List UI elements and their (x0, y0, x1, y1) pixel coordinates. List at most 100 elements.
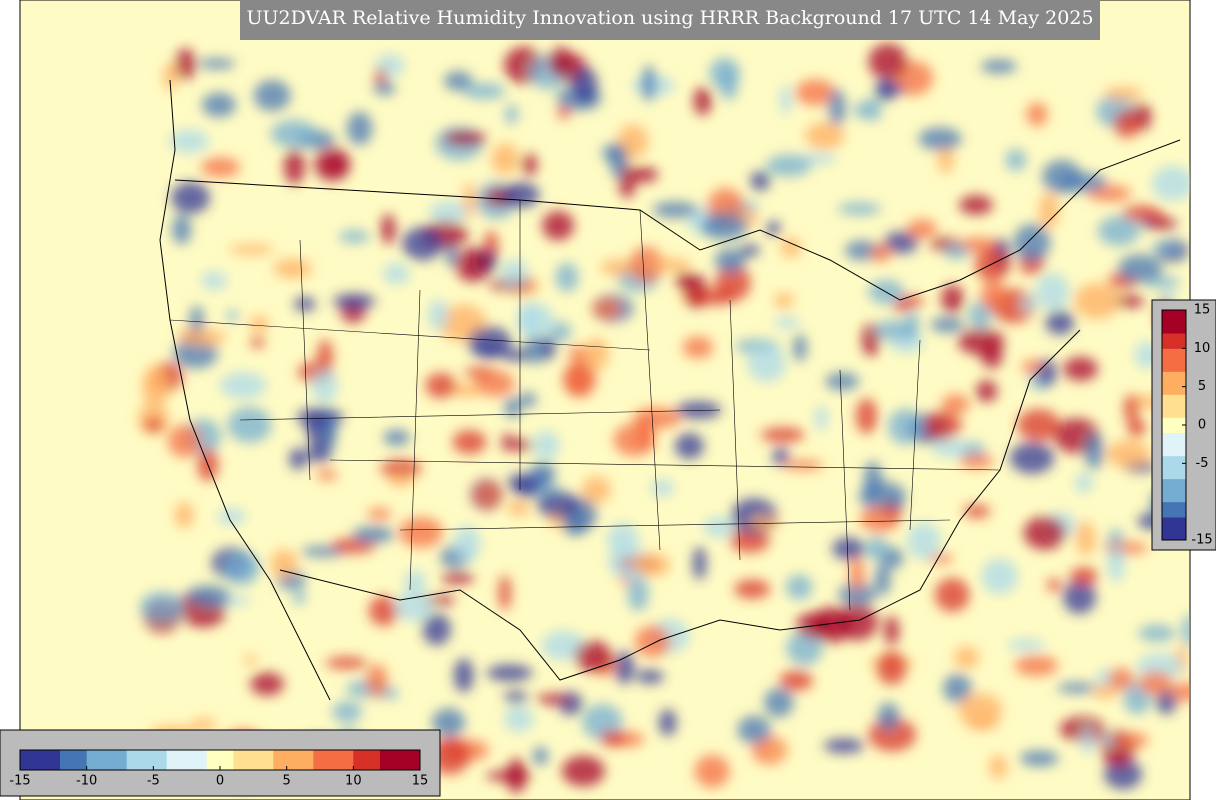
field-blob (832, 537, 866, 560)
field-blob (536, 491, 580, 518)
field-blob (562, 513, 587, 536)
field-blob (388, 473, 413, 487)
colorbar-swatch (1162, 333, 1186, 342)
field-blob (200, 271, 228, 290)
field-blob (1117, 732, 1149, 748)
colorbar-swatch (33, 750, 48, 770)
colorbar-swatch (140, 750, 154, 770)
field-blob (614, 651, 635, 685)
field-blob (536, 693, 571, 705)
field-blob (837, 202, 882, 216)
field-blob (564, 361, 597, 398)
field-blob (191, 718, 216, 732)
field-blob (905, 310, 919, 341)
field-blob (1073, 283, 1121, 320)
field-blob (693, 86, 712, 116)
field-blob (700, 213, 749, 240)
field-blob (1047, 578, 1061, 592)
field-blob (294, 296, 316, 312)
field-blob (610, 144, 626, 179)
colorbar-swatch (1162, 325, 1186, 334)
colorbar-swatch (1162, 448, 1186, 457)
field-blob (887, 408, 923, 445)
field-blob (1059, 173, 1107, 193)
field-blob (292, 590, 307, 605)
field-blob (270, 549, 298, 579)
field-blob (311, 369, 338, 404)
field-blob (825, 372, 860, 391)
field-blob (828, 89, 846, 126)
field-blob (175, 48, 196, 80)
field-blob (796, 611, 834, 638)
colorbar-swatch (1162, 494, 1186, 503)
tick-label: 10 (1194, 341, 1211, 356)
field-blob (453, 658, 474, 693)
field-blob (227, 406, 272, 443)
colorbar-swatch (1162, 478, 1186, 487)
field-blob (448, 383, 482, 398)
field-blob (853, 101, 871, 119)
field-blob (352, 526, 395, 544)
field-blob (322, 412, 337, 451)
colorbar-swatch (1162, 501, 1186, 510)
field-blob (930, 317, 965, 333)
field-blob (876, 650, 907, 685)
field-blob (1056, 682, 1098, 694)
colorbar-swatch (1162, 524, 1186, 533)
field-blob (1084, 432, 1104, 470)
field-blob (629, 246, 664, 283)
colorbar-swatch (366, 750, 381, 770)
field-blob (289, 447, 307, 470)
colorbar-swatch (340, 750, 354, 770)
field-blob (773, 316, 801, 329)
field-blob (452, 430, 487, 455)
field-blob (504, 705, 534, 733)
tick-label: -15 (9, 774, 30, 789)
field-blob (486, 664, 533, 682)
field-blob (641, 64, 656, 102)
field-blob (541, 630, 585, 661)
colorbar-swatch (286, 750, 301, 770)
colorbar-swatch (166, 750, 181, 770)
field-blob (542, 210, 574, 241)
field-blob (373, 81, 396, 96)
colorbar-swatch (1162, 532, 1186, 541)
field-blob (675, 401, 722, 420)
field-blob (323, 159, 348, 172)
field-blob (1080, 726, 1096, 755)
field-blob (959, 454, 994, 469)
field-blob (838, 582, 877, 607)
field-blob (768, 744, 786, 760)
field-blob (591, 297, 622, 320)
field-blob (855, 398, 878, 434)
coastline (279, 329, 1081, 681)
field-blob (382, 262, 410, 285)
field-blob (485, 770, 532, 782)
colorbar-swatch (1162, 509, 1186, 518)
colorbar-swatch (1162, 432, 1186, 441)
colorbar-swatch (73, 750, 88, 770)
state-lines (169, 200, 1001, 611)
field-blob (980, 280, 1007, 311)
field-blob (572, 67, 598, 104)
field-blob (367, 507, 392, 520)
field-blob (511, 477, 539, 498)
field-blob (650, 479, 675, 497)
colorbar-swatch (86, 750, 101, 770)
field-blob (981, 558, 1019, 595)
field-blob (223, 550, 260, 586)
field-blob (219, 371, 267, 399)
field-blob (1138, 624, 1176, 642)
field-blob (512, 438, 532, 452)
colorbar-swatch (1162, 471, 1186, 480)
field-blob (959, 195, 993, 215)
field-blob (1182, 613, 1190, 648)
colorbar-swatch (153, 750, 168, 770)
field-blob (504, 397, 521, 419)
field-blob (500, 259, 529, 288)
field-blob (498, 575, 512, 611)
field-blob (501, 433, 515, 452)
field-blob (1013, 223, 1051, 262)
colorbar-swatch (1162, 455, 1186, 464)
field-blob (398, 517, 443, 548)
